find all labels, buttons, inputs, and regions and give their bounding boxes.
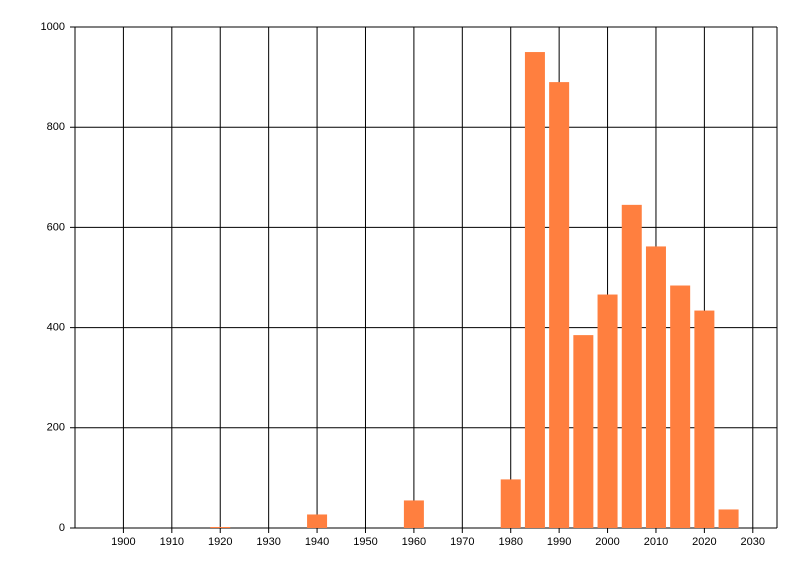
bar <box>621 204 642 529</box>
bar <box>645 246 666 529</box>
x-tick-label: 1910 <box>160 536 184 548</box>
x-tick-label: 1940 <box>305 536 329 548</box>
bar <box>670 285 691 528</box>
x-tick-label: 1970 <box>450 536 474 548</box>
x-tick-label: 1980 <box>498 536 522 548</box>
bar <box>524 52 545 529</box>
bar <box>307 514 328 528</box>
bar <box>694 310 715 528</box>
y-tick-label: 1000 <box>41 21 65 33</box>
x-tick-label: 2000 <box>595 536 619 548</box>
y-tick-label: 800 <box>47 121 65 133</box>
x-tick-label: 1920 <box>208 536 232 548</box>
y-tick-label: 200 <box>47 422 65 434</box>
x-tick-label: 1950 <box>353 536 377 548</box>
bar <box>597 294 618 528</box>
bar <box>500 479 521 528</box>
x-tick-label: 1900 <box>111 536 135 548</box>
x-tick-label: 2030 <box>741 536 765 548</box>
bar <box>549 82 570 529</box>
bar <box>403 500 424 528</box>
y-tick-label: 600 <box>47 221 65 233</box>
x-tick-label: 2020 <box>692 536 716 548</box>
bar <box>210 526 231 528</box>
x-tick-label: 2010 <box>644 536 668 548</box>
x-tick-label: 1930 <box>256 536 280 548</box>
bar <box>573 335 594 528</box>
x-tick-label: 1990 <box>547 536 571 548</box>
y-tick-label: 0 <box>59 522 65 534</box>
y-tick-label: 400 <box>47 322 65 334</box>
x-tick-label: 1960 <box>402 536 426 548</box>
bar <box>718 509 739 528</box>
